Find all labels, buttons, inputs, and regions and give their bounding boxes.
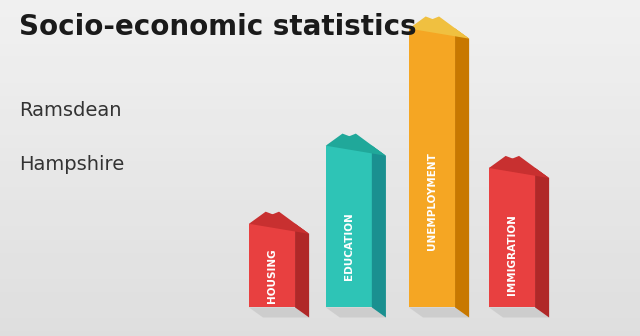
Text: IMMIGRATION: IMMIGRATION bbox=[507, 214, 517, 295]
Text: UNEMPLOYMENT: UNEMPLOYMENT bbox=[427, 153, 437, 250]
Polygon shape bbox=[249, 307, 309, 318]
Text: Socio-economic statistics: Socio-economic statistics bbox=[19, 13, 417, 41]
Polygon shape bbox=[326, 146, 372, 307]
Polygon shape bbox=[489, 168, 535, 307]
Polygon shape bbox=[409, 16, 469, 39]
Polygon shape bbox=[249, 212, 309, 234]
Polygon shape bbox=[326, 134, 386, 156]
Polygon shape bbox=[409, 16, 469, 39]
Polygon shape bbox=[489, 156, 549, 178]
Text: EDUCATION: EDUCATION bbox=[344, 212, 354, 280]
Text: Ramsdean: Ramsdean bbox=[19, 101, 122, 120]
Polygon shape bbox=[455, 29, 469, 318]
Polygon shape bbox=[489, 156, 549, 178]
Text: HOUSING: HOUSING bbox=[267, 248, 277, 303]
Polygon shape bbox=[535, 168, 549, 318]
Polygon shape bbox=[489, 307, 549, 318]
Polygon shape bbox=[249, 212, 309, 234]
Text: Hampshire: Hampshire bbox=[19, 155, 124, 174]
Polygon shape bbox=[326, 307, 386, 318]
Polygon shape bbox=[326, 134, 386, 156]
Polygon shape bbox=[295, 224, 309, 318]
Polygon shape bbox=[409, 29, 455, 307]
Polygon shape bbox=[409, 307, 469, 318]
Polygon shape bbox=[372, 146, 386, 318]
Polygon shape bbox=[249, 224, 295, 307]
